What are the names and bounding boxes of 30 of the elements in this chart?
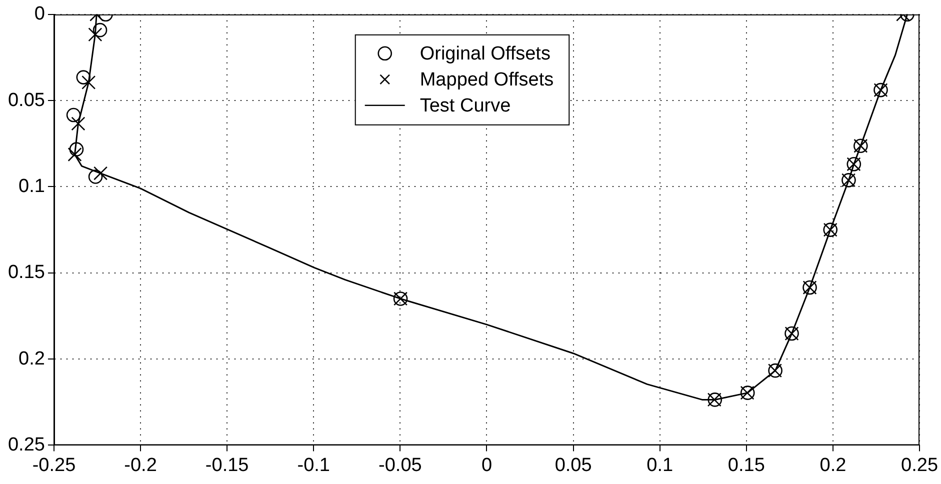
y-tick-label: 0.25	[8, 434, 45, 456]
y-tick-label: 0.2	[18, 348, 45, 370]
y-tick-label: 0	[34, 4, 45, 25]
point	[69, 142, 84, 156]
point	[66, 108, 81, 122]
x-tick-label: -0.05	[378, 454, 422, 476]
point	[88, 28, 102, 42]
point	[88, 170, 103, 184]
point	[76, 70, 91, 84]
y-tick-label: 0.1	[18, 176, 45, 197]
x-tick-label: 0	[481, 454, 492, 476]
point	[71, 116, 86, 131]
x-tick-label: -0.1	[297, 454, 330, 476]
x-tick-label: 0.2	[820, 454, 846, 476]
point	[82, 75, 96, 90]
x-tick-label: -0.15	[205, 454, 249, 476]
point	[68, 147, 82, 162]
x-tick-label: -0.2	[124, 454, 157, 476]
x-tick-label: 0.25	[901, 454, 938, 476]
x-tick-label: 0.15	[728, 454, 765, 476]
point	[94, 166, 108, 180]
y-tick-label: 0.15	[8, 262, 45, 284]
x-tick-label: 0.05	[554, 454, 592, 476]
point	[92, 22, 108, 38]
x-tick-label: 0.1	[646, 454, 674, 476]
legend-label: Mapped Offsets	[420, 70, 554, 91]
legend-label: Test Curve	[420, 96, 511, 117]
legend-label: Original Offsets	[420, 44, 550, 65]
x-tick-label: -0.25	[32, 454, 76, 476]
y-tick-label: 0.05	[8, 90, 45, 111]
